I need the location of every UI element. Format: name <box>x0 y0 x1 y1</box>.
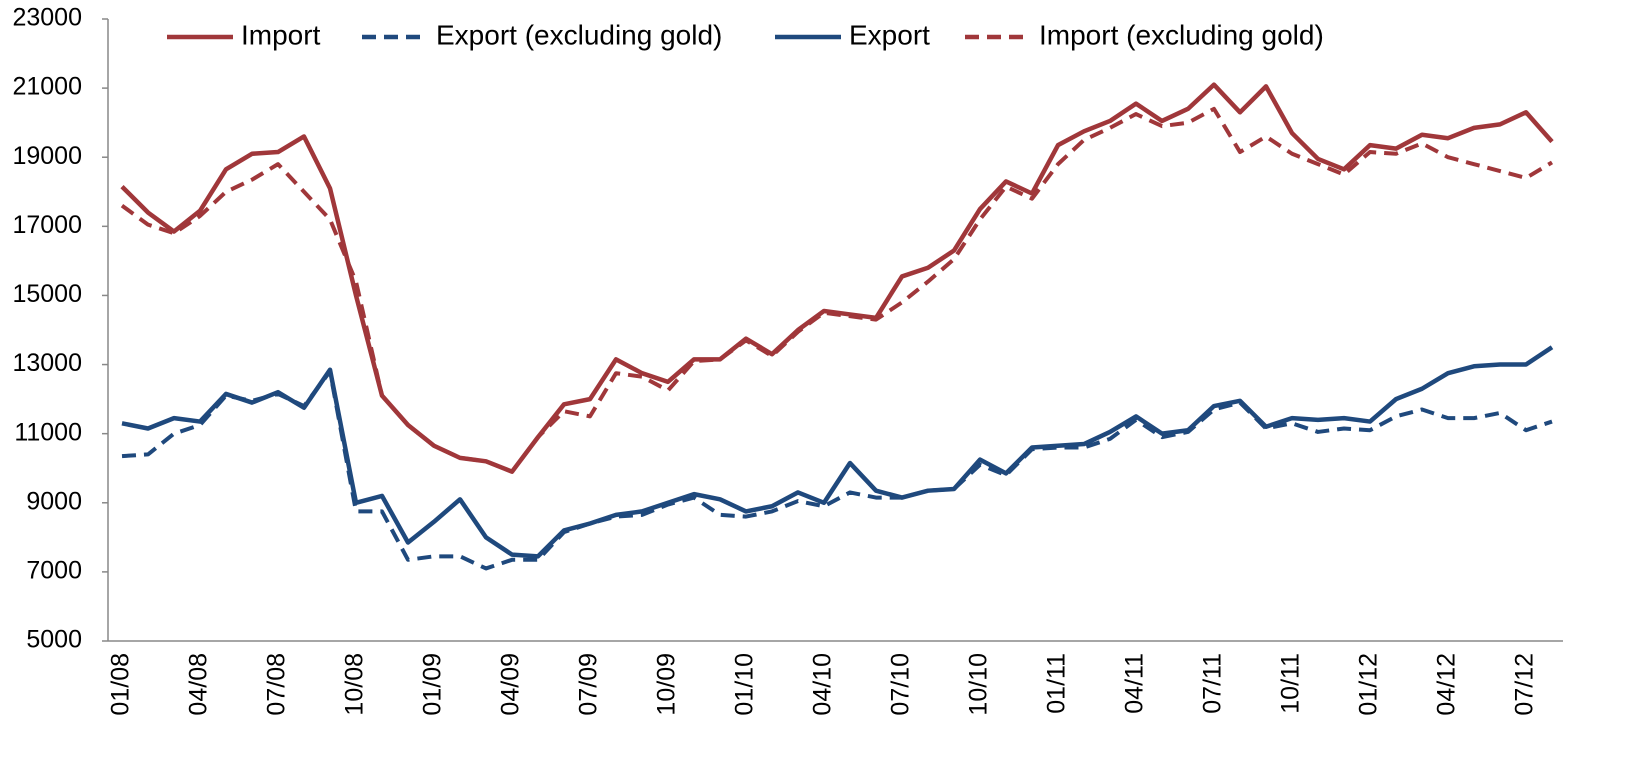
x-tick-label: 01/12 <box>1355 653 1383 716</box>
y-tick-label: 9000 <box>26 487 82 515</box>
y-tick-label: 13000 <box>12 349 82 377</box>
legend-label: Export (excluding gold) <box>436 19 722 50</box>
series-line <box>121 369 1553 571</box>
x-tick-label: 04/12 <box>1433 653 1461 716</box>
y-tick-label: 23000 <box>12 4 82 32</box>
x-tick-label: 04/08 <box>185 653 213 716</box>
x-tick-label: 04/10 <box>809 653 837 716</box>
y-tick-label: 11000 <box>14 418 82 446</box>
series-line <box>121 345 1554 559</box>
x-tick-label: 01/09 <box>419 653 447 716</box>
x-tick-label: 10/11 <box>1277 653 1305 714</box>
series-line <box>120 106 1554 474</box>
y-tick-label: 19000 <box>12 142 82 170</box>
y-tick-label: 17000 <box>12 211 82 239</box>
x-tick-label: 07/11 <box>1199 653 1227 714</box>
y-tick-label: 7000 <box>26 556 82 584</box>
legend-label: Import (excluding gold) <box>1039 19 1324 50</box>
legend-label: Import <box>241 19 321 50</box>
x-tick-label: 01/11 <box>1043 653 1071 714</box>
y-tick-label: 5000 <box>26 626 82 654</box>
x-tick-label: 07/12 <box>1511 653 1539 716</box>
y-tick-label: 15000 <box>12 280 82 308</box>
x-tick-label: 10/08 <box>341 653 369 716</box>
x-tick-label: 07/10 <box>887 653 915 716</box>
x-tick-label: 04/11 <box>1121 653 1149 714</box>
x-tick-label: 01/10 <box>731 653 759 716</box>
x-tick-label: 01/08 <box>107 653 135 716</box>
x-tick-label: 07/09 <box>575 653 603 716</box>
y-tick-label: 21000 <box>12 73 82 101</box>
x-tick-label: 07/08 <box>263 653 291 716</box>
x-tick-label: 10/09 <box>653 653 681 716</box>
x-tick-label: 04/09 <box>497 653 525 716</box>
legend-label: Export <box>849 19 930 50</box>
x-tick-label: 10/10 <box>965 653 993 716</box>
